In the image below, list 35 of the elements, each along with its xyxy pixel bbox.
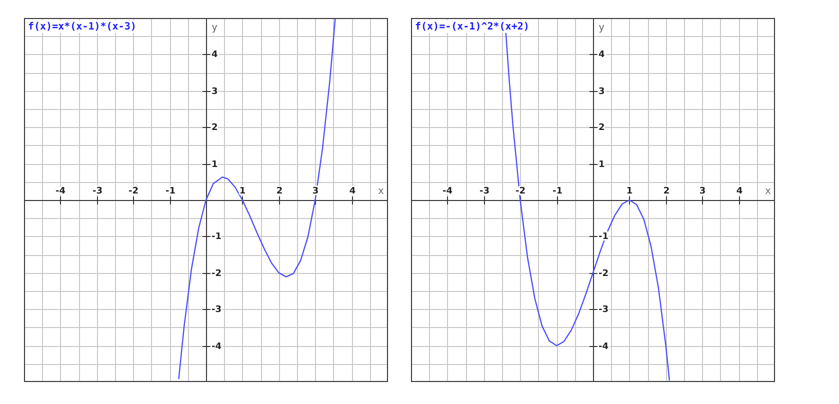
x-tick-label: 1 xyxy=(239,186,246,196)
x-tick-label: -1 xyxy=(166,186,176,196)
chart-title: f(x)=x*(x-1)*(x-3) xyxy=(28,22,136,33)
y-tick-label: 2 xyxy=(212,122,218,133)
x-axis-title: x xyxy=(378,186,384,198)
y-tick-label: 3 xyxy=(212,86,218,97)
y-tick-label: 1 xyxy=(598,160,605,170)
y-tick-label: -1 xyxy=(212,232,222,242)
x-tick-label: 1 xyxy=(626,186,633,196)
x-tick-label: -3 xyxy=(480,186,490,196)
x-tick-label: -4 xyxy=(56,186,66,196)
x-tick-label: 2 xyxy=(276,186,283,196)
x-tick-label: 2 xyxy=(663,186,670,196)
x-tick-label: 3 xyxy=(699,186,706,196)
y-tick-label: 2 xyxy=(598,122,605,133)
y-tick-label: -2 xyxy=(598,268,608,279)
y-tick-label: 3 xyxy=(598,86,605,97)
y-tick-label: 4 xyxy=(598,50,605,60)
x-tick-label: -2 xyxy=(128,186,138,196)
y-tick-label: 4 xyxy=(212,50,218,60)
y-tick-label: -4 xyxy=(212,342,222,352)
y-axis-title: y xyxy=(212,22,218,34)
x-tick-label: -1 xyxy=(552,186,562,196)
x-tick-label: -4 xyxy=(442,186,452,196)
y-axis-title: y xyxy=(598,22,605,34)
y-tick-label: 1 xyxy=(212,160,218,170)
x-tick-label: 4 xyxy=(736,186,743,196)
y-tick-label: -2 xyxy=(212,268,222,279)
y-tick-label: -3 xyxy=(212,304,222,315)
y-tick-label: -3 xyxy=(598,304,608,315)
x-tick-label: 4 xyxy=(349,186,356,196)
y-tick-label: -4 xyxy=(598,342,608,352)
x-axis-title: x xyxy=(764,186,771,198)
x-tick-label: -3 xyxy=(92,186,102,196)
chart-title: f(x)=-(x-1)^2*(x+2) xyxy=(415,22,530,33)
